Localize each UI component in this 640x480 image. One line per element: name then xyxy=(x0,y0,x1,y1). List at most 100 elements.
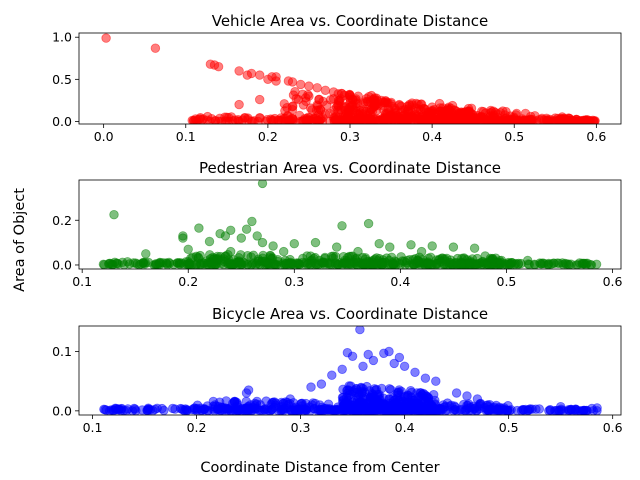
scatter-point xyxy=(589,116,599,124)
scatter-point xyxy=(222,112,232,123)
scatter-point xyxy=(103,259,114,269)
scatter-point xyxy=(452,106,462,117)
scatter-point xyxy=(460,109,470,120)
scatter-point xyxy=(255,70,265,80)
scatter-point xyxy=(304,91,314,101)
scatter-point xyxy=(287,77,298,87)
x-tick-label: 0.2 xyxy=(178,274,198,289)
scatter-point xyxy=(542,115,552,124)
scatter-point xyxy=(154,258,164,269)
scatter-point xyxy=(246,68,257,79)
scatter-point xyxy=(345,98,355,108)
x-tick-label: 0.1 xyxy=(72,274,92,289)
scatter-point xyxy=(343,398,354,409)
scatter-point xyxy=(287,104,298,115)
scatter-point xyxy=(386,99,396,109)
scatter-point xyxy=(445,257,455,268)
scatter-point xyxy=(378,97,388,107)
scatter-point xyxy=(402,255,412,266)
scatter-point xyxy=(328,93,339,104)
scatter-point xyxy=(558,115,569,124)
scatter-point xyxy=(199,404,210,414)
scatter-point xyxy=(150,43,161,53)
scatter-point xyxy=(307,400,317,410)
scatter-point xyxy=(361,106,372,117)
subplot-title: Vehicle Area vs. Coordinate Distance xyxy=(212,12,489,30)
scatter-point xyxy=(451,388,462,398)
scatter-point xyxy=(294,110,305,121)
scatter-point xyxy=(332,242,342,252)
scatter-point xyxy=(413,256,424,266)
scatter-point xyxy=(268,115,279,124)
shared-y-axis-label: Area of Object xyxy=(12,188,28,292)
scatter-point xyxy=(426,405,436,415)
x-tick-label: 0.4 xyxy=(390,274,410,289)
y-tick-label: 0.0 xyxy=(52,114,72,129)
scatter-points xyxy=(99,326,602,415)
scatter-point xyxy=(236,233,247,243)
x-tick-label: 0.4 xyxy=(395,420,415,435)
scatter-point xyxy=(427,102,437,112)
scatter-point xyxy=(592,403,602,413)
scatter-point xyxy=(360,254,371,264)
scatter-point xyxy=(302,116,312,124)
scatter-points xyxy=(101,33,600,124)
scatter-point xyxy=(448,406,459,415)
scatter-point xyxy=(339,258,349,269)
scatter-point xyxy=(213,61,224,72)
scatter-point xyxy=(279,246,289,257)
scatter-point xyxy=(306,382,316,392)
scatter-point xyxy=(496,405,506,415)
scatter-point xyxy=(419,104,429,114)
scatter-point xyxy=(435,106,446,117)
scatter-point xyxy=(358,361,368,372)
scatter-point xyxy=(285,405,295,415)
scatter-point xyxy=(225,246,236,257)
scatter-point xyxy=(501,113,511,123)
scatter-point xyxy=(566,404,576,415)
x-tick-label: 0.1 xyxy=(83,420,103,435)
scatter-point xyxy=(400,402,411,412)
subplot-title: Bicycle Area vs. Coordinate Distance xyxy=(212,305,488,323)
scatter-point xyxy=(285,394,295,404)
scatter-point xyxy=(571,260,582,269)
scatter-point xyxy=(337,364,347,375)
scatter-point xyxy=(353,91,363,101)
subplot-2: Pedestrian Area vs. Coordinate Distance 0… xyxy=(52,159,622,289)
subplot-3: Bicycle Area vs. Coordinate Distance 0.1 0… xyxy=(52,305,623,435)
scatter-point xyxy=(394,352,405,363)
scatter-point xyxy=(337,88,347,99)
scatter-point xyxy=(394,100,405,111)
scatter-point xyxy=(320,85,331,96)
scatter-point xyxy=(204,236,215,247)
scatter-point xyxy=(426,260,436,269)
scatter-point xyxy=(554,258,564,269)
scatter-point xyxy=(242,405,252,415)
scatter-point xyxy=(355,326,365,335)
scatter-point xyxy=(469,243,480,253)
scatter-point xyxy=(431,376,441,386)
scatter-point xyxy=(523,255,533,266)
scatter-point xyxy=(194,223,204,233)
x-tick-label: 0.4 xyxy=(422,129,442,144)
x-tick-label: 0.6 xyxy=(603,420,623,435)
scatter-point xyxy=(453,116,464,124)
scatter-point xyxy=(328,251,339,261)
scatter-point xyxy=(389,112,399,122)
scatter-point xyxy=(416,246,427,257)
scatter-point xyxy=(556,402,566,412)
scatter-point xyxy=(236,258,246,268)
scatter-point xyxy=(457,260,467,269)
scatter-point xyxy=(241,224,252,234)
scatter-point xyxy=(476,111,487,122)
scatter-point xyxy=(320,109,331,119)
y-tick-label: 0.2 xyxy=(52,213,72,228)
scatter-point xyxy=(543,260,553,269)
scatter-point xyxy=(327,405,337,415)
scatter-point xyxy=(178,233,188,243)
scatter-point xyxy=(368,355,379,366)
y-tick-label: 0.0 xyxy=(52,257,72,272)
scatter-point xyxy=(545,405,555,415)
scatter-point xyxy=(390,256,400,266)
scatter-point xyxy=(142,406,153,415)
